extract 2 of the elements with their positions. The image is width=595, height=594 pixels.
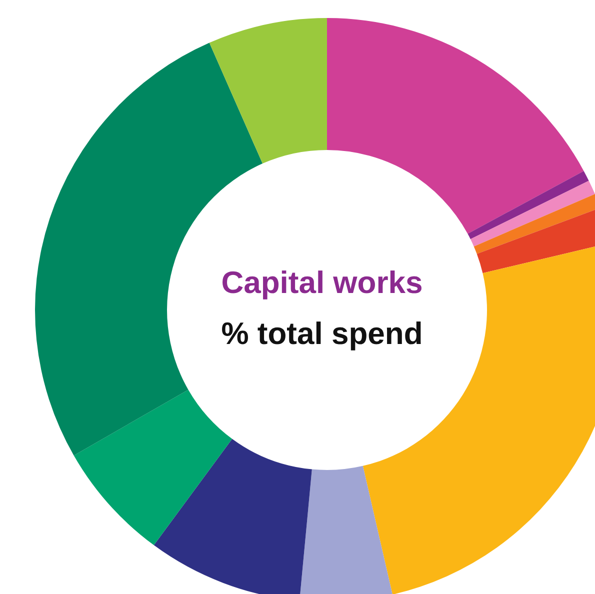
text: % total spend: [221, 316, 423, 351]
text: Capital works: [221, 265, 423, 300]
